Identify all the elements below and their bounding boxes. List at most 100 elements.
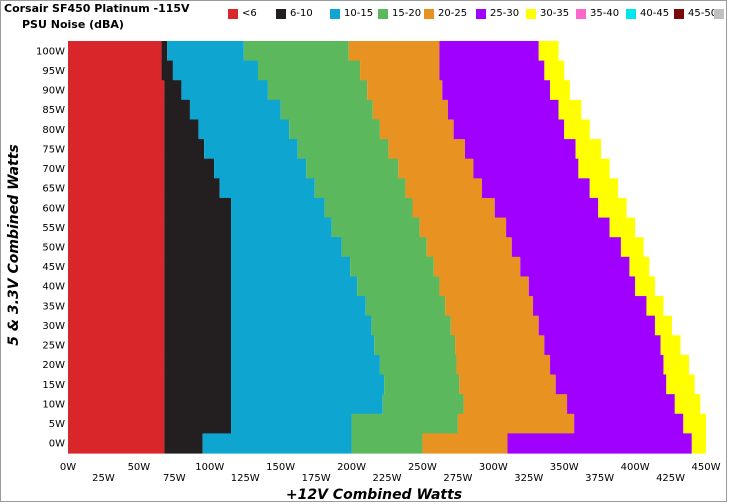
heatmap-cell xyxy=(324,197,413,219)
heatmap-cell xyxy=(691,433,706,454)
heatmap-cell xyxy=(558,99,582,121)
legend-swatch xyxy=(714,8,724,19)
y-tick-label: 50W xyxy=(42,243,65,254)
heatmap-cell xyxy=(567,394,675,415)
heatmap-cell xyxy=(164,276,232,297)
heatmap-cell xyxy=(198,119,290,140)
y-axis-title: 5 & 3.3V Combined Watts xyxy=(6,144,22,346)
heatmap-cell xyxy=(164,158,215,179)
y-tick-label: 95W xyxy=(42,66,65,77)
heatmap-cell xyxy=(68,354,165,376)
heatmap-cell xyxy=(164,256,232,278)
legend-swatch xyxy=(228,8,238,19)
x-tick-label: 200W xyxy=(337,462,366,473)
heatmap-cell xyxy=(314,178,406,199)
heatmap-cell xyxy=(550,80,570,101)
heatmap-cell xyxy=(204,139,298,160)
legend-label: 20-25 xyxy=(438,8,468,19)
legend-swatch xyxy=(276,8,286,19)
heatmap-cell xyxy=(365,296,446,317)
heatmap-cell xyxy=(544,335,661,356)
y-tick-label: 60W xyxy=(42,203,65,214)
heatmap-cell xyxy=(538,315,655,336)
heatmap-cells xyxy=(68,41,706,454)
heatmap-cell xyxy=(68,413,165,434)
heatmap-cell xyxy=(374,335,456,356)
heatmap-cell xyxy=(663,354,689,376)
heatmap-cell xyxy=(68,335,165,356)
legend-item: 15-20 xyxy=(378,8,421,19)
x-tick-label: 125W xyxy=(231,473,260,484)
heatmap-cell xyxy=(164,217,232,238)
heatmap-cell xyxy=(457,413,575,434)
heatmap-cell xyxy=(164,413,232,434)
y-tick-label: 70W xyxy=(42,164,65,175)
y-axis-ticks: 100W 95W 90W 85W 80W 75W 70W 65W 60W 55W 50W 45W 40W… xyxy=(36,46,65,449)
heatmap-cell xyxy=(243,41,349,62)
heatmap-cell xyxy=(473,158,579,179)
heatmap-cell xyxy=(164,80,182,101)
y-tick-label: 35W xyxy=(42,301,65,312)
heatmap-cell xyxy=(161,60,173,81)
heatmap-cell xyxy=(267,80,368,101)
legend-label: 6-10 xyxy=(290,8,313,19)
heatmap-cell xyxy=(164,296,232,317)
legend-item: 25-30 xyxy=(476,8,519,19)
heatmap-cell xyxy=(297,139,389,160)
x-axis-ticks: 0W 50W 100W 150W 200W 250W 300W 350W 400W 450W 25W… xyxy=(60,462,721,484)
heatmap-cell xyxy=(68,296,165,317)
heatmap-cell xyxy=(442,80,551,101)
heatmap-cell xyxy=(367,80,443,101)
x-tick-label: 450W xyxy=(692,462,721,473)
heatmap-cell xyxy=(68,41,162,62)
legend-swatch xyxy=(424,8,434,19)
heatmap-cell xyxy=(289,119,380,140)
heatmap-cell xyxy=(306,158,399,179)
x-tick-label: 425W xyxy=(656,473,685,484)
heatmap-cell xyxy=(379,119,454,140)
heatmap-cell xyxy=(371,315,451,336)
heatmap-cell xyxy=(555,374,667,395)
y-tick-label: 15W xyxy=(42,380,65,391)
y-tick-label: 55W xyxy=(42,223,65,234)
heatmap-cell xyxy=(528,276,636,297)
heatmap-cell xyxy=(202,433,352,454)
legend-label: 30-35 xyxy=(540,8,570,19)
legend-item: <6 xyxy=(228,8,257,19)
heatmap-cell xyxy=(598,197,627,219)
heatmap-cell xyxy=(164,139,205,160)
y-tick-label: 90W xyxy=(42,86,65,97)
heatmap-cell xyxy=(459,374,556,395)
x-axis-title: +12V Combined Watts xyxy=(286,487,462,503)
heatmap-cell xyxy=(164,237,232,258)
heatmap-cell xyxy=(331,217,420,238)
heatmap-cell xyxy=(231,394,383,415)
legend-item: 40-45 xyxy=(626,8,669,19)
heatmap-cell xyxy=(214,158,307,179)
heatmap-cell xyxy=(439,41,539,62)
legend-label: <6 xyxy=(242,8,257,19)
heatmap-cell xyxy=(646,296,664,317)
heatmap-cell xyxy=(445,296,534,317)
heatmap-cell xyxy=(351,413,458,434)
heatmap-cell xyxy=(341,237,427,258)
heatmap-cell xyxy=(360,60,440,81)
y-tick-label: 20W xyxy=(42,360,65,371)
heatmap-cell xyxy=(533,296,647,317)
heatmap-cell xyxy=(453,119,565,140)
heatmap-cell xyxy=(231,413,352,434)
heatmap-cell xyxy=(620,237,644,258)
heatmap-cell xyxy=(660,335,681,356)
heatmap-cell xyxy=(447,99,559,121)
heatmap-cell xyxy=(351,433,423,454)
heatmap-cell xyxy=(164,119,199,140)
heatmap-cell xyxy=(257,60,361,81)
heatmap-cell xyxy=(544,60,565,81)
heatmap-cell xyxy=(412,197,495,219)
y-tick-label: 10W xyxy=(42,399,65,410)
heatmap-cell xyxy=(280,99,373,121)
heatmap-cell xyxy=(609,217,636,238)
x-tick-label: 400W xyxy=(621,462,650,473)
heatmap-cell xyxy=(189,99,281,121)
